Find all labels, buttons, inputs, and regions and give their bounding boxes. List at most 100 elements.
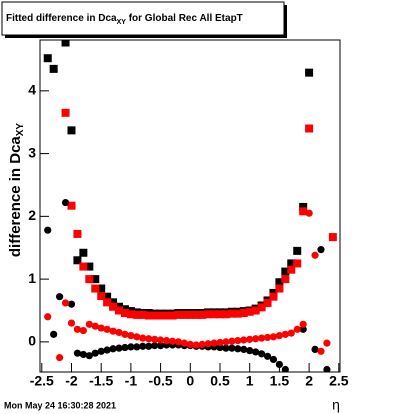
circle-marker: [269, 333, 278, 341]
circle-marker: [186, 340, 194, 348]
circle-marker: [162, 337, 171, 345]
square-marker: [97, 292, 106, 301]
square-marker: [281, 267, 290, 276]
circle-marker: [97, 324, 105, 332]
circle-marker: [67, 300, 76, 308]
square-marker: [287, 265, 296, 274]
circle-marker: [299, 320, 307, 328]
circle-marker: [281, 365, 289, 372]
square-marker: [73, 256, 82, 265]
square-marker: [109, 298, 118, 307]
circle-marker: [204, 340, 212, 348]
square-marker: [85, 275, 94, 284]
circle-marker: [91, 349, 99, 357]
circle-marker: [139, 342, 147, 350]
circle-marker: [50, 330, 58, 338]
square-marker: [79, 262, 88, 271]
circle-marker: [103, 325, 111, 333]
y-label-text: difference in Dca: [7, 136, 24, 258]
square-marker: [180, 310, 189, 319]
circle-marker: [240, 345, 248, 354]
circle-marker: [79, 326, 87, 335]
title-suffix: for Global Rec All EtapT: [126, 13, 243, 24]
square-marker: [233, 309, 242, 318]
square-marker: [275, 284, 284, 293]
square-marker: [305, 124, 314, 133]
chart-title: Fitted difference in DcaXY for Global Re…: [6, 13, 243, 26]
square-marker: [305, 68, 314, 77]
square-marker: [293, 259, 302, 268]
circle-marker: [145, 342, 153, 350]
square-marker: [49, 64, 58, 73]
circle-marker: [198, 340, 206, 348]
square-marker: [156, 311, 165, 320]
circle-marker: [252, 348, 260, 356]
circle-marker: [109, 345, 117, 353]
y-axis-label: difference in DcaXY: [7, 123, 26, 258]
square-marker: [210, 310, 219, 319]
square-marker: [61, 40, 70, 47]
square-marker: [269, 292, 278, 301]
circle-marker: [323, 339, 331, 347]
circle-marker: [151, 342, 159, 350]
square-marker: [67, 201, 76, 210]
circle-marker: [287, 329, 295, 337]
square-marker: [293, 246, 302, 255]
square-marker: [103, 292, 112, 301]
circle-marker: [168, 337, 177, 345]
square-marker: [216, 310, 224, 319]
circle-marker: [275, 360, 284, 369]
circle-marker: [317, 347, 325, 355]
circle-marker: [56, 353, 64, 362]
y-label-subscript: XY: [15, 123, 26, 137]
square-marker: [328, 233, 337, 242]
timestamp: Mon May 24 16:30:28 2021: [4, 400, 116, 410]
circle-marker: [246, 347, 254, 355]
circle-marker: [192, 341, 200, 349]
square-marker: [221, 310, 230, 319]
circle-marker: [311, 345, 319, 354]
circle-marker: [180, 339, 188, 347]
circle-marker: [61, 198, 70, 207]
x-tick-label: 2.5: [329, 373, 349, 389]
circle-marker: [127, 343, 135, 351]
circle-marker: [109, 327, 117, 335]
y-tick-label: 3: [28, 144, 36, 160]
circle-marker: [73, 325, 82, 333]
circle-marker: [61, 299, 70, 307]
x-tick-label: 1: [246, 373, 254, 389]
square-marker: [97, 284, 106, 293]
circle-marker: [91, 322, 99, 330]
circle-marker: [174, 338, 183, 346]
square-marker: [43, 54, 52, 63]
circle-marker: [210, 339, 218, 347]
circle-marker: [246, 335, 254, 343]
circle-marker: [115, 344, 123, 352]
circle-marker: [115, 328, 123, 337]
x-tick-label: -1.5: [89, 373, 113, 389]
circle-marker: [44, 313, 52, 321]
square-marker: [257, 303, 266, 312]
circle-marker: [156, 342, 165, 350]
x-tick-label: -2.5: [30, 373, 54, 389]
circle-marker: [103, 346, 111, 354]
square-marker: [186, 310, 195, 319]
circle-marker: [127, 331, 135, 340]
circle-marker: [216, 338, 224, 347]
square-marker: [79, 248, 88, 257]
square-marker: [192, 310, 201, 319]
square-marker: [239, 309, 248, 318]
circle-marker: [121, 330, 129, 338]
circle-marker: [97, 347, 105, 355]
square-marker: [162, 311, 171, 320]
title-subscript: XY: [117, 19, 127, 26]
circle-marker: [44, 226, 52, 234]
circle-marker: [257, 350, 266, 358]
square-marker: [150, 311, 159, 320]
circle-marker: [216, 343, 224, 352]
square-marker: [204, 310, 213, 319]
circle-marker: [299, 325, 307, 333]
circle-marker: [263, 352, 272, 360]
square-marker: [144, 311, 153, 320]
